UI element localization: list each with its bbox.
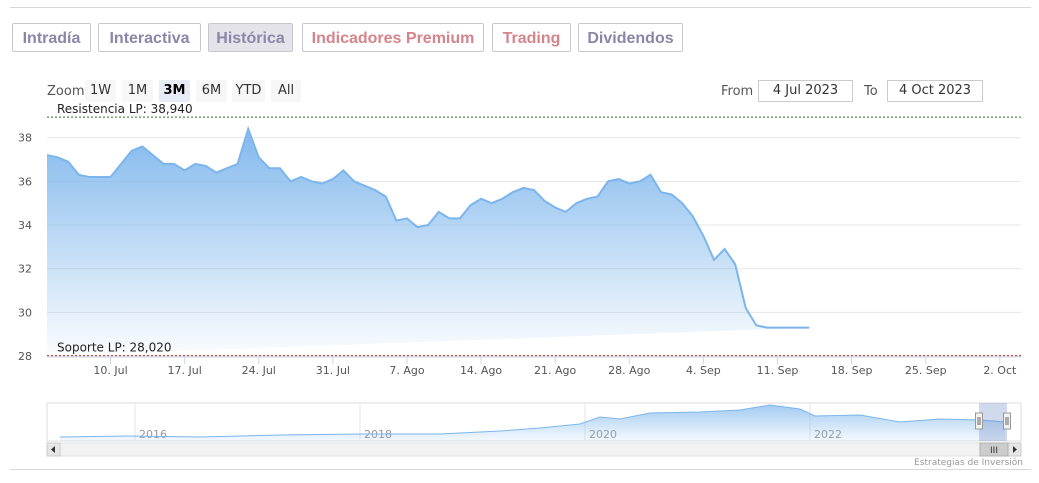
x-tick-label: 10. Jul [93, 364, 127, 377]
y-tick-label: 28 [18, 350, 32, 363]
navigator-handle-left[interactable] [975, 412, 983, 430]
to-date-input[interactable]: 4 Oct 2023 [887, 80, 983, 102]
tab-indicadores-premium[interactable]: Indicadores Premium [302, 23, 484, 52]
from-label: From [721, 84, 754, 99]
x-tick-label: 24. Jul [242, 364, 276, 377]
x-tick-label: 7. Ago [389, 364, 424, 377]
y-tick-label: 32 [18, 263, 32, 276]
tab-histórica[interactable]: Histórica [208, 23, 293, 52]
navigator-line [59, 404, 1006, 438]
credits-text: Estrategias de Inversión [914, 458, 1023, 468]
x-tick-label: 18. Sep [831, 364, 873, 377]
x-tick-label: 17. Jul [167, 364, 201, 377]
navigator-selection[interactable] [979, 403, 1007, 441]
y-tick-label: 38 [18, 132, 32, 145]
x-tick-label: 28. Ago [608, 364, 650, 377]
zoom-button-ytd[interactable]: YTD [232, 80, 265, 102]
to-label: To [864, 84, 878, 99]
tab-interactiva[interactable]: Interactiva [98, 23, 201, 52]
navigator-handle-right[interactable] [1003, 412, 1011, 430]
x-tick-label: 2. Oct [983, 364, 1017, 377]
bottom-divider [10, 469, 1031, 470]
zoom-label: Zoom [47, 84, 85, 99]
x-tick-label: 11. Sep [757, 364, 799, 377]
scrollbar-grip-label: III [990, 446, 998, 456]
zoom-button-1m[interactable]: 1M [122, 80, 153, 102]
scrollbar-track[interactable] [46, 442, 1022, 457]
navigator-area [60, 405, 1005, 441]
arrow-left-icon [51, 446, 55, 453]
tab-dividendos[interactable]: Dividendos [578, 23, 683, 52]
zoom-button-6m[interactable]: 6M [196, 80, 227, 102]
series-area [47, 128, 810, 356]
from-date-input[interactable]: 4 Jul 2023 [758, 80, 853, 102]
zoom-button-all[interactable]: All [271, 80, 301, 102]
zoom-button-3m[interactable]: 3M [159, 80, 190, 102]
series-line [46, 125, 810, 329]
x-tick-label: 31. Jul [316, 364, 350, 377]
x-tick-label: 4. Sep [686, 364, 721, 377]
resistance-label: Resistencia LP: 38,940 [57, 102, 193, 116]
arrow-right-icon [1013, 446, 1017, 453]
zoom-button-1w[interactable]: 1W [85, 80, 116, 102]
y-tick-label: 36 [18, 175, 32, 188]
tab-trading[interactable]: Trading [492, 23, 571, 52]
scrollbar-thumb[interactable] [979, 442, 1009, 457]
top-divider [10, 7, 1031, 8]
x-tick-label: 14. Ago [460, 364, 502, 377]
y-tick-label: 34 [18, 219, 32, 232]
support-label: Soporte LP: 28,020 [57, 341, 172, 355]
y-tick-label: 30 [18, 306, 32, 319]
x-tick-label: 21. Ago [534, 364, 576, 377]
x-tick-label: 25. Sep [905, 364, 947, 377]
tab-intradía[interactable]: Intradía [12, 23, 91, 52]
